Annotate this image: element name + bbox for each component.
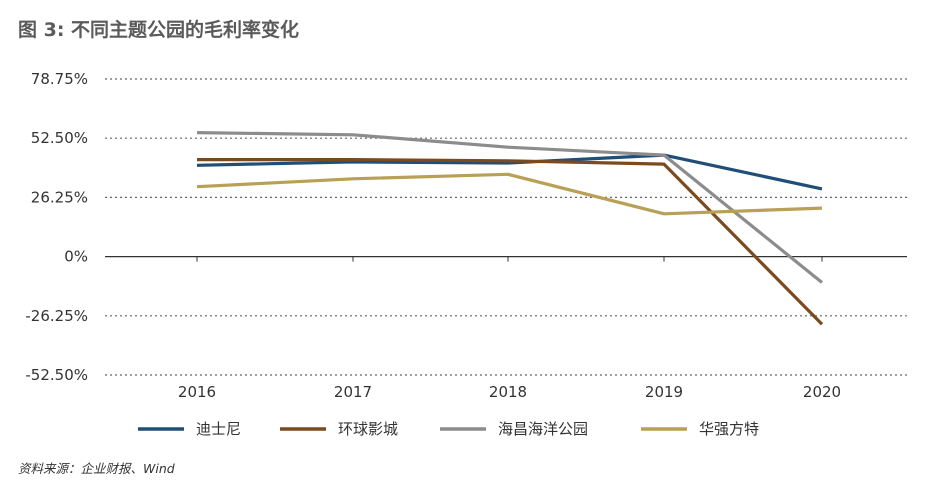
legend-label: 海昌海洋公园 (498, 420, 588, 438)
x-tick-label: 2020 (803, 383, 841, 401)
y-tick-label: -52.50% (25, 366, 88, 384)
series-line-2 (197, 158, 824, 326)
series-line-4 (196, 172, 823, 216)
legend-label: 迪士尼 (196, 420, 241, 438)
y-axis-ticks: 78.75% 52.50% 26.25% 0% -26.25% -52.50% (25, 70, 88, 384)
x-axis: 2016 2017 2018 2019 2020 (178, 256, 841, 401)
x-tick-label: 2018 (489, 383, 527, 401)
y-tick-label: -26.25% (25, 307, 88, 325)
series-line-1 (196, 153, 823, 191)
legend: 迪士尼 环球影城 海昌海洋公园 华强方特 (138, 420, 759, 438)
legend-label: 华强方特 (699, 420, 759, 438)
x-tick-label: 2019 (645, 383, 683, 401)
series-lines (196, 131, 824, 326)
y-tick-label: 26.25% (31, 188, 88, 206)
x-tick-label: 2017 (334, 383, 372, 401)
y-tick-label: 78.75% (31, 70, 88, 88)
x-tick-label: 2016 (178, 383, 216, 401)
series-line-3 (196, 131, 824, 284)
legend-label: 环球影城 (338, 420, 398, 438)
y-tick-label: 52.50% (31, 129, 88, 147)
chart-title: 图 3: 不同主题公园的毛利率变化 (18, 19, 300, 41)
y-tick-label: 0% (64, 248, 88, 266)
gridlines (105, 78, 907, 376)
source-note: 资料来源：企业财报、Wind (18, 461, 175, 476)
